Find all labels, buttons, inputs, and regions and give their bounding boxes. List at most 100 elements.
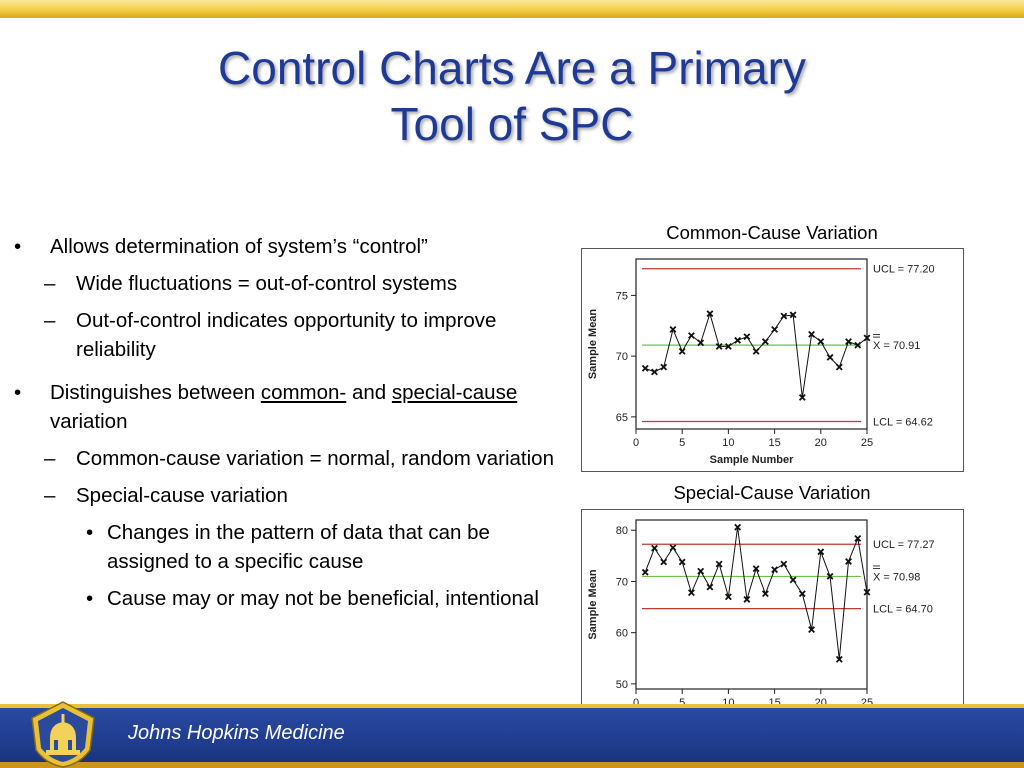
data-series-line <box>644 527 868 660</box>
data-point <box>835 655 843 663</box>
data-point-stroke <box>715 560 723 568</box>
data-point <box>826 353 834 361</box>
y-axis-label: Sample Mean <box>587 569 599 640</box>
data-point-stroke <box>835 655 843 663</box>
sub-sub-bullet-item: • Changes in the pattern of data that ca… <box>0 518 560 576</box>
data-point-stroke <box>780 312 788 320</box>
chart-2-caption: Special-Cause Variation <box>673 482 871 503</box>
data-point <box>669 325 677 333</box>
center-line-label: X = 70.98 <box>873 571 920 583</box>
data-point <box>854 341 862 349</box>
bullet-text-mid: and <box>346 381 392 404</box>
data-point-stroke <box>789 311 797 319</box>
y-tick-label: 70 <box>616 576 628 588</box>
data-point-stroke <box>688 589 695 597</box>
footer-bar <box>0 708 1024 768</box>
data-point <box>743 595 751 603</box>
sub-bullet-item: – Special-cause variation <box>0 481 560 510</box>
data-point <box>789 576 797 584</box>
data-point <box>752 347 760 355</box>
x-tick-label: 10 <box>722 437 734 449</box>
dash-marker: – <box>44 484 56 507</box>
data-point-stroke <box>743 595 751 603</box>
data-point <box>863 334 871 342</box>
data-point <box>697 567 705 575</box>
bullet-marker: • <box>86 587 94 610</box>
data-point-stroke <box>678 347 686 355</box>
bullet-list: • Allows determination of system’s “cont… <box>0 232 560 621</box>
y-tick-label: 70 <box>616 351 628 363</box>
dash-marker: – <box>44 272 56 295</box>
data-point <box>845 338 852 346</box>
data-point <box>651 544 658 552</box>
sub-bullet-text: Out-of-control indicates opportunity to … <box>76 309 497 361</box>
data-point <box>678 558 686 566</box>
data-point <box>771 566 779 574</box>
bullet-marker: • <box>86 521 94 544</box>
data-point-stroke <box>651 544 658 552</box>
data-point-stroke <box>854 341 862 349</box>
data-point <box>798 590 806 598</box>
y-tick-label: 80 <box>616 525 628 537</box>
data-point <box>808 626 815 634</box>
data-point-stroke <box>798 393 806 401</box>
data-point <box>734 523 742 531</box>
data-point-stroke <box>641 364 649 372</box>
data-point-stroke <box>651 368 658 376</box>
data-point-stroke <box>761 590 769 598</box>
control-limit-label: LCL = 64.62 <box>873 416 933 428</box>
data-point-stroke <box>826 572 834 580</box>
data-point <box>752 565 760 573</box>
y-tick-label: 65 <box>616 412 628 424</box>
sub-bullet-text: Special-cause variation <box>76 484 288 507</box>
x-tick-label: 20 <box>815 437 827 449</box>
underlined-term-special: special-cause <box>391 381 518 404</box>
dash-marker: – <box>44 309 56 332</box>
data-series-line <box>645 311 868 398</box>
bullet-marker: • <box>14 381 22 404</box>
data-point <box>706 583 714 591</box>
data-point <box>863 588 871 596</box>
bullet-text: Allows determination of system’s “contro… <box>50 235 428 258</box>
bullet-marker: • <box>14 235 22 258</box>
data-point <box>798 393 806 401</box>
data-point <box>724 342 732 350</box>
data-point-stroke <box>752 565 760 573</box>
johns-hopkins-shield-logo <box>31 701 95 768</box>
data-point-stroke <box>678 558 686 566</box>
sub-bullet-item: – Wide fluctuations = out-of-control sys… <box>0 269 560 298</box>
data-point <box>845 558 852 565</box>
sub-bullet-item: – Common-cause variation = normal, rando… <box>0 444 560 473</box>
footer-accent-line <box>0 704 1024 708</box>
data-point <box>789 311 797 319</box>
data-point-stroke <box>697 339 705 347</box>
chart-1-frame: 0 5 10 15 20 25 65 70 75 Sample Number Sample Mean… <box>581 248 964 472</box>
data-point <box>808 330 815 338</box>
sub-sub-bullet-text: Cause may or may not be beneficial, inte… <box>107 587 539 610</box>
data-point-stroke <box>715 342 723 350</box>
data-point <box>651 368 658 376</box>
data-point-stroke <box>761 338 769 346</box>
x-axis-label: Sample Number <box>710 454 794 466</box>
x-tick-label: 15 <box>768 437 780 449</box>
data-point-stroke <box>817 338 825 346</box>
sub-bullet-item: – Out-of-control indicates opportunity t… <box>0 306 560 364</box>
data-point-stroke <box>706 583 714 591</box>
data-point <box>761 338 769 346</box>
x-tick-label: 25 <box>861 437 873 449</box>
data-point <box>826 572 834 580</box>
data-point-stroke <box>688 332 695 339</box>
bullet-text-pre: Distinguishes between <box>50 381 261 404</box>
data-point <box>817 338 825 346</box>
data-point <box>715 342 723 350</box>
data-point <box>641 364 649 372</box>
bullet-item: • Distinguishes between common- and spec… <box>0 378 560 436</box>
slide-title: Control Charts Are a Primary Tool of SPC <box>0 40 1024 152</box>
plot-area-border <box>635 258 868 430</box>
control-limit-label: UCL = 77.27 <box>873 539 935 551</box>
data-point-stroke <box>845 558 852 565</box>
data-point-stroke <box>845 338 852 346</box>
data-point <box>715 560 723 568</box>
data-point-stroke <box>734 336 742 344</box>
